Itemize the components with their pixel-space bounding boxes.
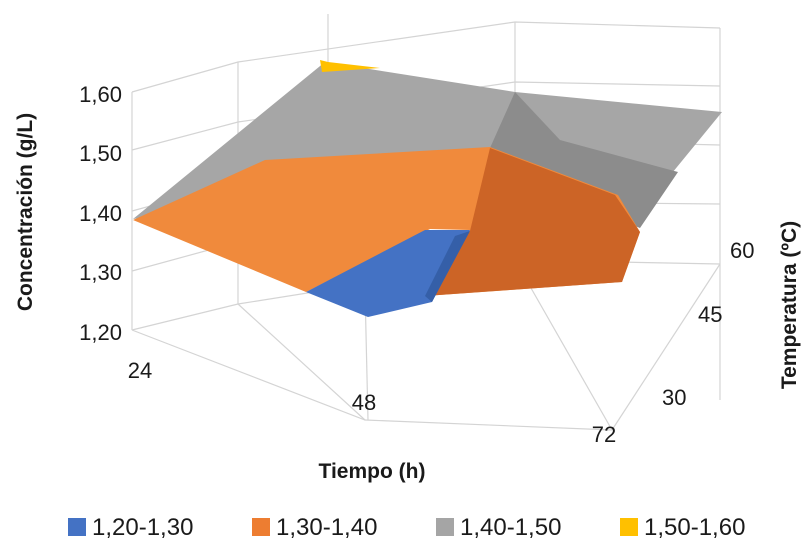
x-tick-label: 24 [128, 358, 152, 383]
y-axis-title: Temperatura (ºC) [778, 221, 801, 389]
surface-facets [133, 60, 722, 317]
surface-band-1-20-1-30-shade [425, 231, 470, 302]
y-axis-ticks: 30 45 60 [662, 238, 754, 410]
y-tick-label: 45 [698, 302, 722, 327]
x-axis-title: Tiempo (h) [319, 460, 426, 483]
surface-band-1-50-1-60 [320, 60, 380, 72]
y-tick-label: 60 [730, 238, 754, 263]
z-tick-label: 1,20 [79, 320, 122, 345]
x-tick-label: 72 [592, 422, 616, 447]
legend-swatch [252, 518, 270, 536]
legend-label: 1,40-1,50 [460, 514, 561, 541]
z-tick-label: 1,60 [79, 82, 122, 107]
legend-label: 1,50-1,60 [644, 514, 745, 541]
z-tick-label: 1,40 [79, 201, 122, 226]
legend-label: 1,30-1,40 [276, 514, 377, 541]
z-axis-ticks: 1,20 1,30 1,40 1,50 1,60 [79, 82, 122, 345]
surface-band-1-30-1-40-shade [425, 148, 640, 296]
x-axis-ticks: 24 48 72 [128, 358, 616, 447]
legend-swatch [436, 518, 454, 536]
surface-band-1-40-1-50-shade [490, 92, 678, 228]
z-axis-title: Concentración (g/L) [14, 113, 37, 311]
legend: 1,20-1,30 1,30-1,40 1,40-1,50 1,50-1,60 [68, 514, 745, 541]
x-tick-label: 48 [352, 390, 376, 415]
legend-swatch [620, 518, 638, 536]
y-tick-label: 30 [662, 385, 686, 410]
z-tick-label: 1,50 [79, 141, 122, 166]
legend-swatch [68, 518, 86, 536]
z-tick-label: 1,30 [79, 260, 122, 285]
legend-label: 1,20-1,30 [92, 514, 193, 541]
